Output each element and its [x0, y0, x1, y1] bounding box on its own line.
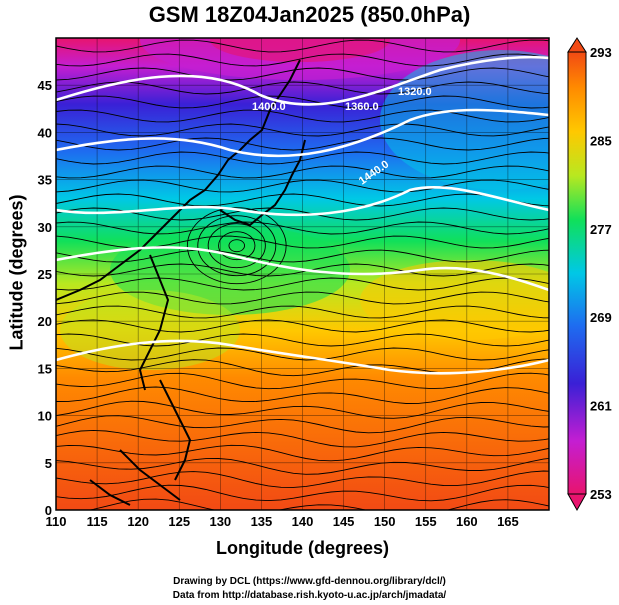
y-tick-label: 25: [38, 267, 52, 282]
cyclone-streamline: [207, 223, 266, 269]
colorbar-tick-label: 261: [590, 399, 612, 414]
streamline: [56, 444, 549, 462]
x-tick-label: 140: [292, 514, 314, 529]
streamline: [56, 305, 549, 319]
contour-label: 1320.0: [398, 86, 432, 98]
streamline: [56, 95, 549, 109]
streamline: [56, 123, 549, 137]
colorbar: 293 285 277 269 261 253: [567, 37, 612, 512]
cyclone-streamline: [186, 207, 287, 285]
plot-frame: [55, 37, 550, 511]
y-tick-label: 5: [45, 456, 52, 471]
streamline: [56, 165, 549, 179]
streamline: [56, 179, 549, 193]
streamline: [56, 372, 549, 390]
x-tick-label: 135: [251, 514, 273, 529]
streamline: [87, 498, 549, 510]
y-tick-label: 20: [38, 314, 52, 329]
x-axis-label: Longitude (degrees): [215, 538, 389, 558]
height-contours: [56, 55, 549, 375]
streamline: [56, 67, 549, 81]
streamline: [56, 39, 549, 53]
colorbar-tick-label: 253: [590, 487, 612, 502]
x-tick-label: 150: [374, 514, 396, 529]
y-axis-label: Latitude (degrees): [6, 194, 27, 351]
streamline: [56, 249, 549, 263]
streamline: [56, 193, 549, 207]
wind-streamlines: [56, 39, 549, 510]
y-tick-label: 30: [38, 220, 52, 235]
streamline: [56, 137, 549, 151]
streamline: [56, 291, 549, 305]
x-tick-label: 130: [209, 514, 231, 529]
colorbar-tick-label: 269: [590, 310, 612, 325]
colorbar-tick-label: 293: [590, 45, 612, 60]
streamline: [56, 53, 549, 67]
cyclone-streamline: [228, 239, 246, 253]
streamline: [56, 81, 549, 95]
y-tick-label: 40: [38, 125, 52, 140]
streamline: [56, 221, 549, 235]
streamline: [56, 319, 549, 333]
streamline: [56, 109, 549, 123]
streamline: [56, 415, 549, 434]
y-tick-label: 15: [38, 361, 52, 376]
temperature-field: [56, 38, 549, 510]
contour-label: 1360.0: [345, 101, 379, 113]
x-tick-label: 120: [127, 514, 149, 529]
data-credit: Data from http://database.rish.kyoto-u.a…: [172, 590, 447, 601]
drawing-credit: Drawing by DCL (https://www.gfd-dennou.o…: [173, 576, 446, 587]
x-tick-label: 110: [46, 514, 67, 529]
x-tick-label: 125: [168, 514, 190, 529]
streamline: [56, 484, 549, 502]
y-tick-label: 0: [45, 503, 52, 518]
x-tick-label: 155: [415, 514, 437, 529]
colorbar-tick-label: 277: [590, 222, 612, 237]
streamline: [56, 400, 549, 419]
cyclone-streamline: [197, 215, 277, 277]
x-axis: 110 115 120 125 130 135 140 145 150 155 160 165: [46, 514, 519, 529]
map-title: GSM 18Z04Jan2025 (850.0hPa): [148, 2, 471, 27]
x-tick-label: 115: [87, 514, 108, 529]
x-tick-label: 160: [456, 514, 478, 529]
x-tick-label: 145: [333, 514, 355, 529]
y-axis: 0 5 10 15 20 25 30 35 40 45: [38, 78, 52, 518]
streamline: [56, 470, 549, 488]
colorbar-tick-label: 285: [590, 133, 612, 148]
streamline: [56, 151, 549, 165]
cyclone-streamline: [218, 231, 256, 261]
coastline: [56, 59, 306, 506]
streamline: [56, 347, 549, 361]
streamline: [56, 386, 549, 404]
y-tick-label: 35: [38, 173, 52, 188]
y-tick-label: 10: [38, 409, 52, 424]
streamline: [56, 429, 549, 448]
contour-label: 1400.0: [252, 101, 286, 113]
streamline: [56, 277, 549, 291]
streamline: [56, 207, 549, 221]
x-tick-label: 165: [497, 514, 519, 529]
y-tick-label: 45: [38, 78, 52, 93]
